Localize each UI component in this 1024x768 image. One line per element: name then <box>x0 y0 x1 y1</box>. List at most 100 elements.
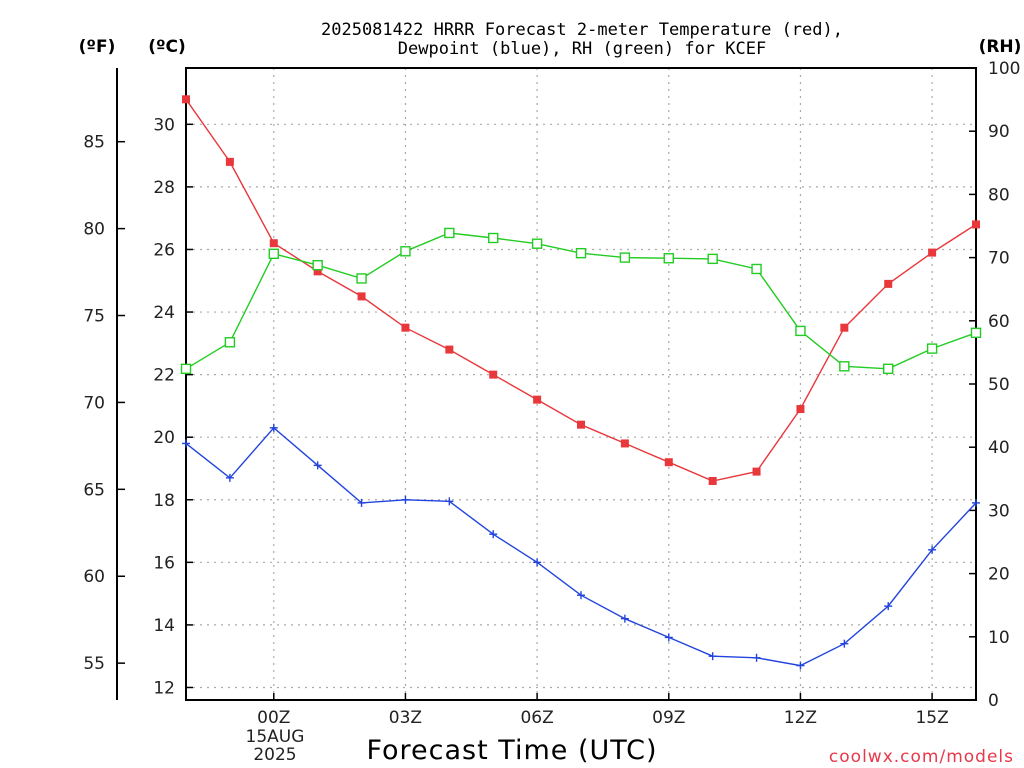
dewpoint-point <box>577 591 585 600</box>
celsius-tick-label: 16 <box>153 553 175 573</box>
temperature-point <box>313 267 322 276</box>
dewpoint-point <box>840 639 849 648</box>
rh-point <box>312 259 323 271</box>
celsius-tick-label: 30 <box>153 115 175 135</box>
rh-point <box>488 232 499 244</box>
temperature-point <box>401 323 410 332</box>
time-tick-label: 00Z <box>257 708 290 728</box>
fahrenheit-tick-label: 60 <box>83 567 105 587</box>
rh-point <box>751 263 762 275</box>
celsius-tick-label: 14 <box>153 616 175 636</box>
plot-frame <box>185 67 977 701</box>
chart-title-line-1: 2025081422 HRRR Forecast 2-meter Tempera… <box>321 20 843 40</box>
rh-tick-label: 10 <box>988 628 1010 648</box>
rh-point <box>400 246 411 257</box>
temperature-point <box>664 458 673 467</box>
time-tick-label: 06Z <box>520 708 553 728</box>
rh-point <box>356 273 367 284</box>
celsius-tick-label: 28 <box>153 178 175 198</box>
temperature-point <box>708 476 717 485</box>
celsius-unit-label: (ºC) <box>148 37 186 57</box>
temperature-point <box>620 439 629 448</box>
rh-point <box>268 248 279 260</box>
date-label-day: 15AUG <box>246 727 305 747</box>
temperature-series <box>182 95 980 485</box>
time-tick-label: 15Z <box>915 708 948 728</box>
rh-point <box>795 325 806 337</box>
x-axis-label: Forecast Time (UTC) <box>366 735 657 766</box>
time-tick-label: 09Z <box>652 708 685 728</box>
rh-point <box>180 363 192 375</box>
celsius-tick-label: 26 <box>153 240 175 260</box>
rh-tick-label: 100 <box>988 59 1020 79</box>
rh-point <box>444 227 455 239</box>
dewpoint-point <box>708 652 717 661</box>
rh-ticks: 0 10 20 30 40 50 60 70 80 90 100 <box>969 59 1020 711</box>
rh-tick-label: 30 <box>988 501 1010 521</box>
rh-unit-label: (RH) <box>979 37 1022 57</box>
celsius-tick-label: 24 <box>153 303 175 323</box>
temperature-point <box>752 467 761 476</box>
rh-tick-label: 80 <box>988 185 1010 205</box>
rh-point <box>531 238 543 249</box>
celsius-tick-label: 22 <box>153 366 175 386</box>
fahrenheit-tick-label: 75 <box>83 307 105 327</box>
fahrenheit-unit-label: (ºF) <box>79 37 116 57</box>
dewpoint-line <box>185 426 977 667</box>
dewpoint-point <box>796 661 805 670</box>
dewpoint-point <box>225 473 234 482</box>
temperature-point <box>182 95 190 104</box>
credit-label: coolwx.com/models <box>829 747 1014 767</box>
rh-point <box>839 361 850 372</box>
rh-tick-label: 70 <box>988 249 1010 269</box>
dewpoint-point <box>752 653 761 662</box>
dewpoint-point <box>664 633 673 642</box>
dewpoint-point <box>533 558 542 567</box>
rh-tick-label: 50 <box>988 375 1010 395</box>
temperature-point <box>796 405 805 414</box>
temperature-point <box>489 370 498 379</box>
temperature-point <box>840 323 849 332</box>
rh-point <box>575 247 587 259</box>
rh-tick-label: 0 <box>988 691 999 711</box>
rh-point <box>224 337 236 348</box>
temperature-point <box>533 395 542 404</box>
dewpoint-point <box>928 545 937 554</box>
fahrenheit-tick-label: 70 <box>83 393 105 413</box>
rh-tick-label: 90 <box>988 122 1010 142</box>
series-layer <box>180 95 982 670</box>
dewpoint-point <box>489 530 498 539</box>
rh-point <box>619 252 631 263</box>
temperature-point <box>928 248 937 257</box>
temperature-point <box>357 292 366 301</box>
celsius-ticks: 12 14 16 18 20 22 24 26 28 30 <box>153 115 193 698</box>
rh-point <box>926 343 938 354</box>
grid-lines <box>186 68 976 700</box>
fahrenheit-tick-label: 85 <box>83 133 105 153</box>
fahrenheit-tick-label: 65 <box>83 480 105 500</box>
dewpoint-point <box>269 423 278 432</box>
dewpoint-series <box>182 423 980 670</box>
dewpoint-point <box>445 497 454 506</box>
date-label-year: 2025 <box>253 745 296 765</box>
rh-tick-label: 60 <box>988 312 1010 332</box>
dewpoint-point <box>884 602 893 611</box>
dewpoint-point <box>357 498 366 507</box>
temperature-point <box>445 345 454 354</box>
time-tick-label: 03Z <box>389 708 422 728</box>
fahrenheit-tick-label: 55 <box>83 654 105 674</box>
celsius-tick-label: 18 <box>153 491 175 511</box>
rh-point <box>663 253 674 264</box>
rh-series <box>180 227 982 375</box>
rh-tick-label: 40 <box>988 438 1010 458</box>
temperature-point <box>972 220 980 229</box>
dewpoint-point <box>313 461 322 470</box>
temperature-point <box>225 157 234 166</box>
dewpoint-point <box>182 439 190 448</box>
celsius-tick-label: 20 <box>153 428 175 448</box>
celsius-tick-label: 12 <box>153 678 175 698</box>
dewpoint-point <box>620 614 629 623</box>
temperature-point <box>577 420 585 429</box>
chart-title-line-2: Dewpoint (blue), RH (green) for KCEF <box>398 39 766 59</box>
